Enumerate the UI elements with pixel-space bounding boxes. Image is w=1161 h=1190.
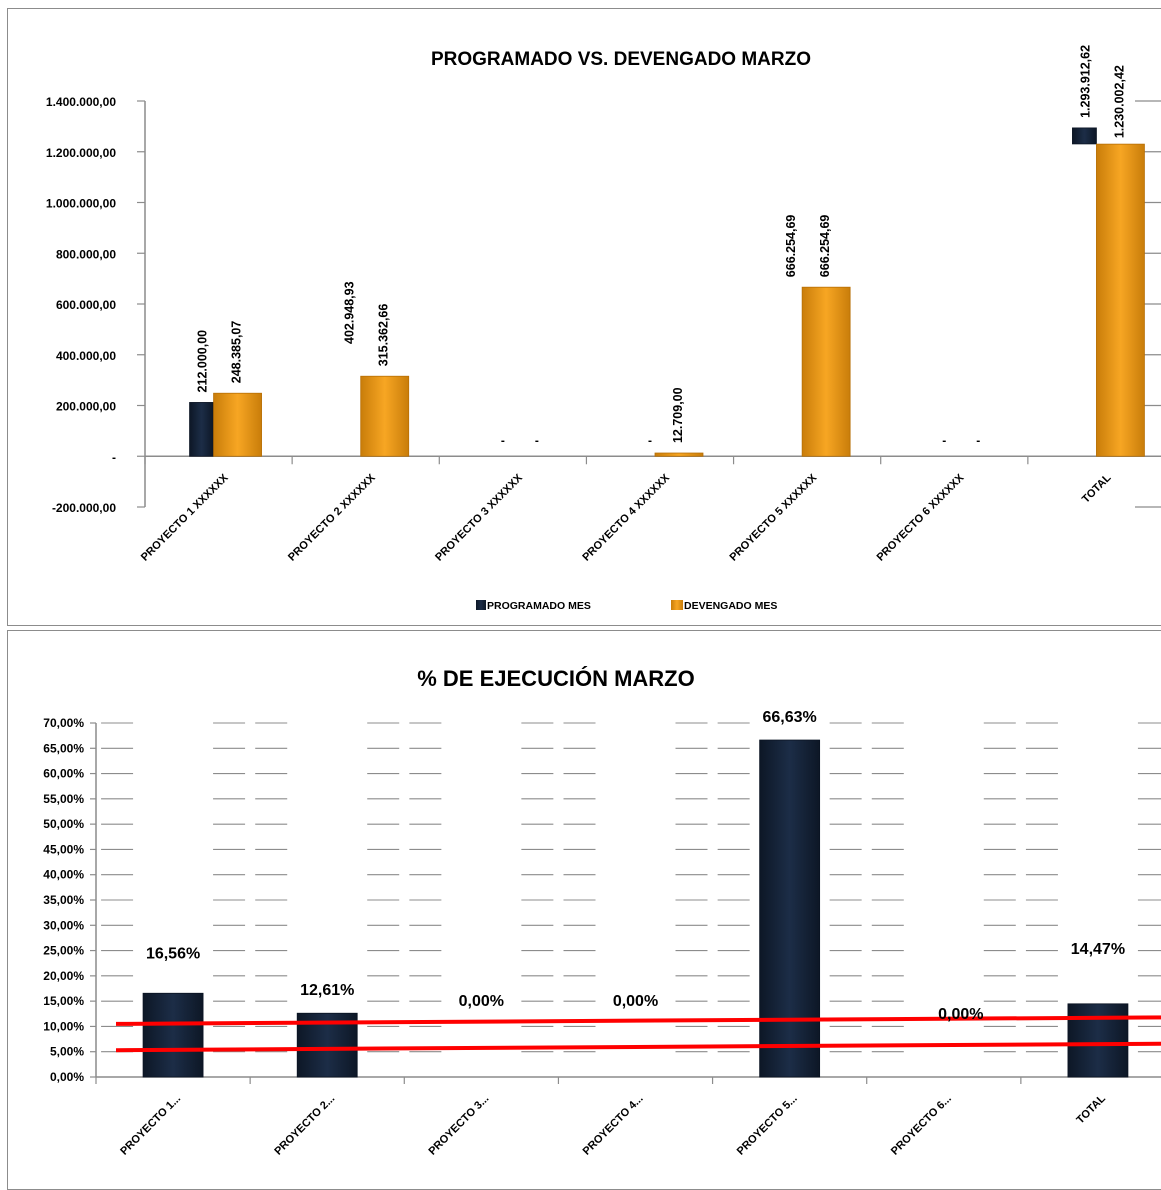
data-label: 1.293.912,62 [1078,45,1092,118]
x-category-label: PROYECTO 5 XXXXXX [727,471,819,563]
chart1-legend: PROGRAMADO MES DEVENGADO MES [476,600,777,612]
x-category-label: PROYECTO 2... [272,1093,337,1158]
legend-swatch-programado [476,600,486,610]
data-label: 402.948,93 [343,281,357,344]
y-tick-label: 50,00% [43,817,84,831]
chart1-axes: -200.000,00-200.000,00400.000,00600.000,… [46,95,1161,564]
y-tick-label: 1.000.000,00 [46,197,116,211]
data-label: 16,56% [146,945,200,962]
chart2-data-labels: 16,56% 12,61% 0,00% 0,00% 66,63% 0,00% 14,47% [146,709,1125,1023]
bar-devengado [654,452,704,457]
legend-label-programado: PROGRAMADO MES [487,600,591,612]
data-label: - [976,433,980,447]
data-label: - [535,433,539,447]
chart-panel-ejecucion: % DE EJECUCIÓN MARZO 0,00% 5,00% 10,00% 15,… [7,630,1161,1190]
legend-swatch-devengado [671,600,683,610]
x-category-label: TOTAL [1074,1092,1108,1126]
chart2-axes: 0,00% 5,00% 10,00% 15,00% 20,00% 25,00% 30,00%… [43,716,1161,1158]
y-tick-label: -200.000,00 [52,501,116,515]
data-label: - [501,433,505,447]
data-label: 0,00% [459,993,504,1010]
y-tick-label: 1.200.000,00 [46,146,116,160]
data-label: 12,61% [300,982,354,999]
x-category-label: PROYECTO 4 XXXXXX [580,471,672,563]
bar-devengado [1096,143,1145,457]
y-tick-label: 60,00% [43,767,84,781]
chart-panel-programado-devengado: PROGRAMADO VS. DEVENGADO MARZO -200.000,… [7,8,1161,626]
data-label: 1.230.002,42 [1112,65,1126,138]
chart-title: PROGRAMADO VS. DEVENGADO MARZO [431,49,811,70]
chart1-bars [189,127,1145,457]
y-tick-label: 70,00% [43,716,84,730]
y-tick-label: 30,00% [43,918,84,932]
x-category-label: PROYECTO 6 XXXXXX [875,471,967,563]
x-category-label: PROYECTO 1... [118,1093,183,1158]
bar-ejecucion [142,992,204,1078]
x-category-label: PROYECTO 3... [427,1093,492,1158]
y-tick-label: 600.000,00 [56,298,116,312]
data-label: - [942,433,946,447]
chart2-bars [142,739,1129,1078]
reference-line [115,1041,1161,1053]
chart-title: % DE EJECUCIÓN MARZO [417,666,694,691]
x-category-label: TOTAL [1080,472,1114,506]
bar-devengado [213,392,262,457]
y-tick-label: 400.000,00 [56,349,116,363]
y-tick-label: 20,00% [43,969,84,983]
y-tick-label: 10,00% [43,1019,84,1033]
y-tick-label: 800.000,00 [56,247,116,261]
data-label: 0,00% [613,993,658,1010]
y-tick-label: 45,00% [43,842,84,856]
data-label: - [648,433,652,447]
x-category-label: PROYECTO 2 XXXXXX [286,471,378,563]
x-category-label: PROYECTO 4... [581,1093,646,1158]
y-tick-label: 65,00% [43,741,84,755]
bar-devengado [801,286,851,457]
data-label: 212.000,00 [196,330,210,393]
chart2-reference-lines [115,1015,1161,1053]
data-label: 666.254,69 [784,215,798,278]
chart1-data-labels: 212.000,00 402.948,93 - - 666.254,69 - 1.293.9… [196,45,1127,447]
y-tick-label: 25,00% [43,944,84,958]
data-label: 0,00% [938,1006,983,1023]
y-tick-label: 40,00% [43,868,84,882]
bar-programado [1072,127,1097,145]
x-category-label: PROYECTO 6... [889,1093,954,1158]
y-tick-label: 5,00% [50,1045,84,1059]
legend-label-devengado: DEVENGADO MES [684,600,777,612]
bar-ejecucion [759,739,821,1078]
reference-line [115,1015,1161,1026]
chart-programado-vs-devengado: PROGRAMADO VS. DEVENGADO MARZO -200.000,… [46,45,1161,612]
data-label: 666.254,69 [818,215,832,278]
y-tick-label: - [112,450,116,464]
data-label: 66,63% [763,709,817,726]
y-tick-label: 15,00% [43,994,84,1008]
x-category-label: PROYECTO 3 XXXXXX [433,471,525,563]
x-category-label: PROYECTO 5... [735,1093,800,1158]
bar-devengado [360,375,410,457]
y-tick-label: 55,00% [43,792,84,806]
bar-ejecucion [1067,1003,1129,1078]
data-label: 12.709,00 [671,387,685,443]
chart-ejecucion: % DE EJECUCIÓN MARZO 0,00% 5,00% 10,00% 15,… [43,666,1161,1158]
data-label: 315.362,66 [377,304,391,367]
x-category-label: PROYECTO 1 XXXXXX [139,471,231,563]
bar-programado [189,402,214,457]
y-tick-label: 35,00% [43,893,84,907]
y-tick-label: 0,00% [50,1070,84,1084]
data-label: 248.385,07 [230,321,244,384]
data-label: 14,47% [1071,941,1125,958]
y-tick-label: 1.400.000,00 [46,95,116,109]
y-tick-label: 200.000,00 [56,400,116,414]
